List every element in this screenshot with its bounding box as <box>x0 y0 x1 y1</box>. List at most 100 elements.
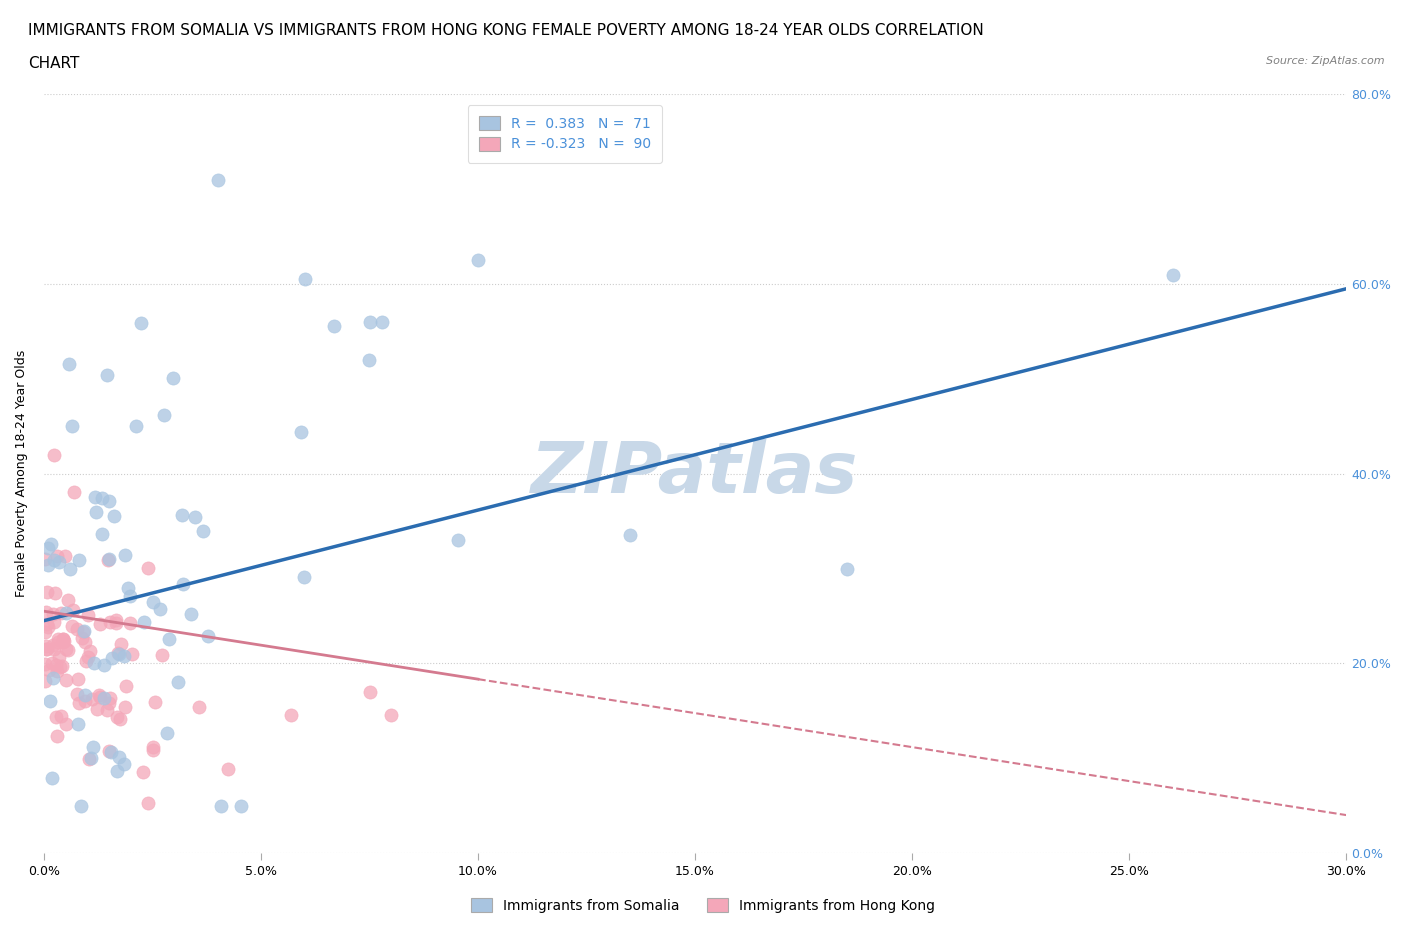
Point <box>49 605 72 620</box>
Point <box>180 606 202 621</box>
Point <box>45 664 67 679</box>
Legend: Immigrants from Somalia, Immigrants from Hong Kong: Immigrants from Somalia, Immigrants from… <box>465 893 941 919</box>
Point <box>60 618 83 633</box>
Point <box>52 632 75 647</box>
Point <box>75 654 97 669</box>
Point <box>55 605 77 620</box>
Point <box>37 617 59 631</box>
Point <box>138 561 160 576</box>
Point <box>125 418 148 433</box>
Point <box>38 694 60 709</box>
Point <box>83 489 105 504</box>
Point <box>323 318 346 333</box>
Point <box>34 673 56 688</box>
Point <box>58 357 80 372</box>
Point <box>108 647 131 662</box>
Point <box>44 553 66 568</box>
Point <box>105 710 128 724</box>
Point <box>80 751 103 765</box>
Point <box>55 716 77 731</box>
Point <box>42 615 65 630</box>
Point <box>290 424 312 439</box>
Point <box>157 631 180 646</box>
Point <box>207 172 229 187</box>
Text: Source: ZipAtlas.com: Source: ZipAtlas.com <box>1267 56 1385 66</box>
Point <box>142 594 165 609</box>
Point <box>120 616 142 631</box>
Point <box>98 615 121 630</box>
Point <box>98 552 121 567</box>
Point <box>117 580 139 595</box>
Point <box>121 646 143 661</box>
Point <box>48 659 70 674</box>
Point <box>467 253 489 268</box>
Point <box>280 708 302 723</box>
Point <box>59 562 82 577</box>
Point <box>359 684 381 699</box>
Point <box>359 314 381 329</box>
Point <box>370 314 392 329</box>
Point <box>62 485 84 499</box>
Text: IMMIGRANTS FROM SOMALIA VS IMMIGRANTS FROM HONG KONG FEMALE POVERTY AMONG 18-24 : IMMIGRANTS FROM SOMALIA VS IMMIGRANTS FR… <box>28 23 984 38</box>
Point <box>41 770 63 785</box>
Point <box>48 554 70 569</box>
Point <box>42 637 65 652</box>
Point <box>105 764 128 778</box>
Point <box>132 615 155 630</box>
Point <box>132 765 155 780</box>
Point <box>142 742 165 757</box>
Point <box>46 635 69 650</box>
Point <box>75 693 97 708</box>
Point <box>209 798 232 813</box>
Point <box>69 696 91 711</box>
Point <box>37 584 59 599</box>
Point <box>447 532 470 547</box>
Point <box>44 586 66 601</box>
Point <box>55 672 77 687</box>
Point <box>131 316 153 331</box>
Point <box>76 649 98 664</box>
Point <box>79 644 101 658</box>
Point <box>37 557 59 572</box>
Point <box>93 658 115 672</box>
Point <box>187 700 209 715</box>
Point <box>42 642 65 657</box>
Point <box>75 635 97 650</box>
Point <box>120 589 142 604</box>
Point <box>136 795 159 810</box>
Legend: R =  0.383   N =  71, R = -0.323   N =  90: R = 0.383 N = 71, R = -0.323 N = 90 <box>468 105 662 163</box>
Point <box>58 592 80 607</box>
Point <box>86 702 108 717</box>
Point <box>83 655 105 670</box>
Point <box>153 407 176 422</box>
Point <box>91 490 114 505</box>
Point <box>55 642 77 657</box>
Point <box>115 679 138 694</box>
Text: ZIPatlas: ZIPatlas <box>531 439 859 508</box>
Point <box>60 418 83 433</box>
Point <box>45 710 67 724</box>
Point <box>53 549 76 564</box>
Point <box>143 695 166 710</box>
Point <box>101 650 124 665</box>
Point <box>96 367 118 382</box>
Point <box>34 641 56 656</box>
Point <box>108 750 131 764</box>
Point <box>46 549 69 564</box>
Point <box>90 526 112 541</box>
Point <box>46 631 69 646</box>
Point <box>89 689 111 704</box>
Point <box>41 537 63 551</box>
Point <box>93 691 115 706</box>
Point <box>149 602 172 617</box>
Point <box>380 708 402 723</box>
Point <box>835 561 858 576</box>
Point <box>170 507 193 522</box>
Point <box>72 625 94 640</box>
Point <box>77 607 100 622</box>
Point <box>51 658 73 673</box>
Point <box>112 648 135 663</box>
Point <box>82 740 104 755</box>
Point <box>98 696 121 711</box>
Point <box>70 798 93 813</box>
